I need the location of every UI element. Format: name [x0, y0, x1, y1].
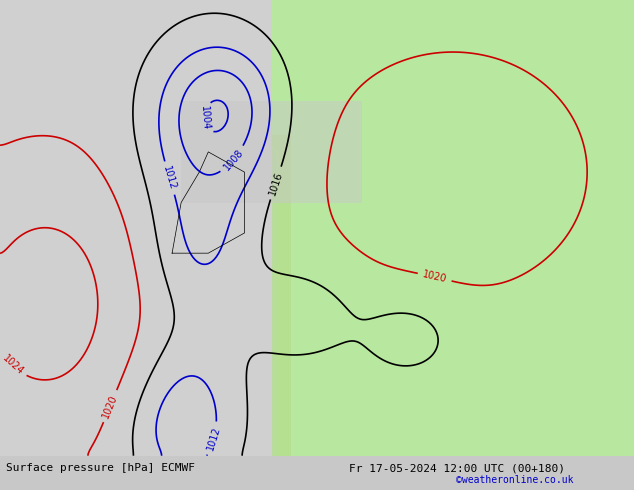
Polygon shape	[0, 0, 272, 456]
Text: 1012: 1012	[205, 425, 222, 452]
Polygon shape	[0, 0, 634, 456]
Text: Fr 17-05-2024 12:00 UTC (00+180): Fr 17-05-2024 12:00 UTC (00+180)	[349, 463, 565, 473]
Text: ©weatheronline.co.uk: ©weatheronline.co.uk	[456, 475, 574, 485]
Text: 1008: 1008	[221, 147, 245, 172]
Text: 1020: 1020	[422, 270, 448, 285]
Text: 1024: 1024	[0, 353, 25, 377]
Text: 1012: 1012	[162, 165, 178, 191]
Polygon shape	[0, 0, 272, 456]
Text: 1020: 1020	[101, 393, 119, 419]
Text: 1004: 1004	[198, 106, 210, 131]
Text: 1016: 1016	[268, 170, 285, 196]
Polygon shape	[181, 101, 362, 202]
Text: Surface pressure [hPa] ECMWF: Surface pressure [hPa] ECMWF	[6, 463, 195, 473]
